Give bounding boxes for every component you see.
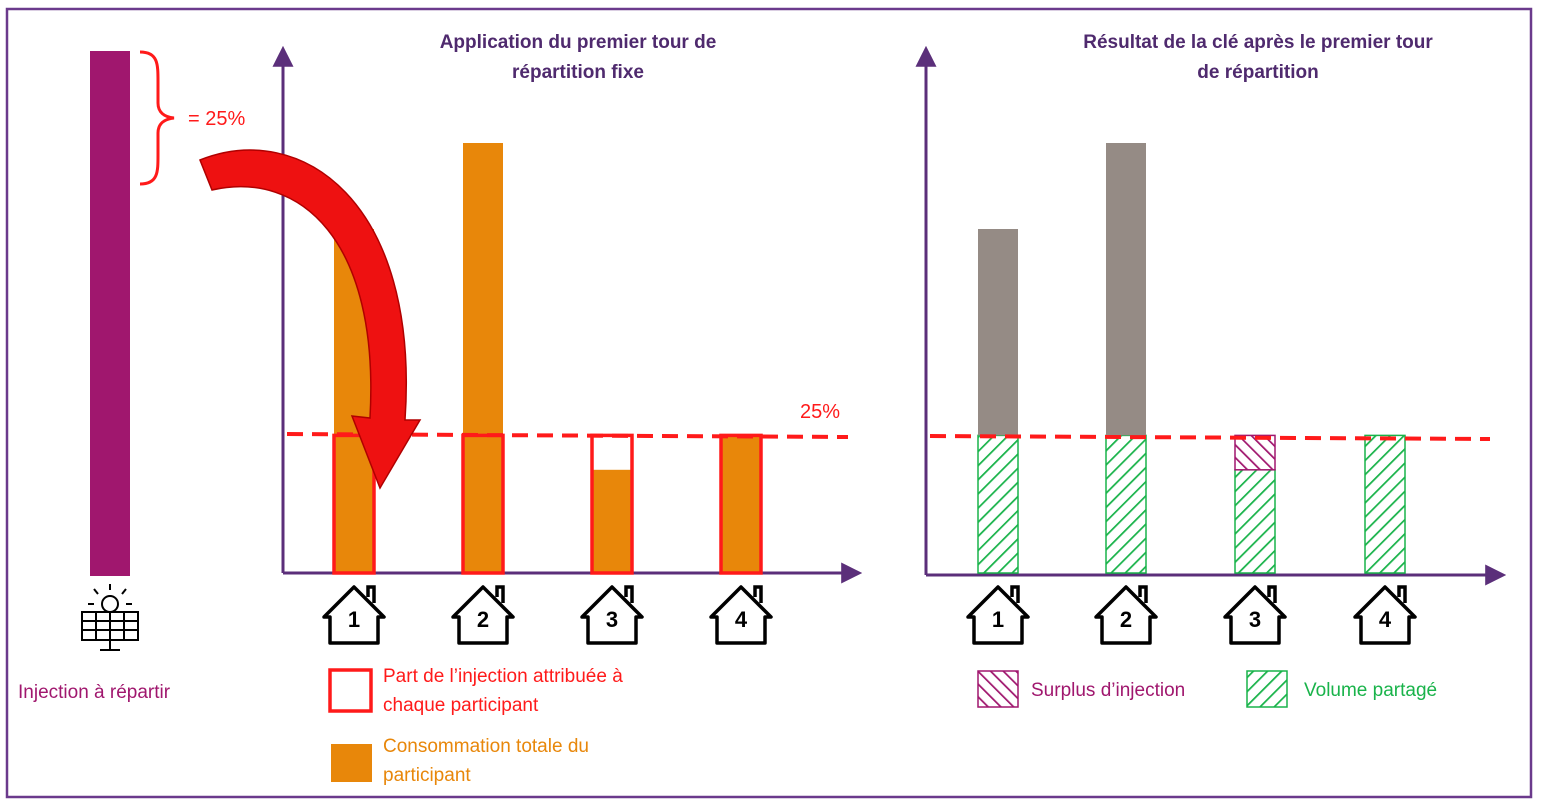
allocation-outline-2	[461, 433, 505, 575]
panel2-houses: 1 2 3 4	[966, 585, 1417, 645]
surplus-bar-3	[1234, 434, 1276, 471]
shared-volume-bar-1	[977, 434, 1019, 574]
legend-consumption-line2: participant	[383, 765, 471, 786]
house-number-3: 3	[1249, 607, 1261, 632]
panel1-title-line1: Application du premier tour de	[440, 32, 717, 53]
curved-arrow-icon	[199, 149, 422, 490]
house-number-4: 4	[735, 607, 748, 632]
legend-surplus-label: Surplus d’injection	[1031, 680, 1185, 701]
panel2-title-line2: de répartition	[1197, 62, 1318, 83]
brace-label: = 25%	[188, 108, 245, 130]
shared-volume-bar-4	[1364, 434, 1406, 574]
legend-allocation-line2: chaque participant	[383, 695, 539, 716]
injection-label: Injection à répartir	[18, 682, 171, 703]
allocation-outline-1	[332, 433, 376, 575]
consumption-bar-2	[463, 143, 503, 573]
brace-icon	[139, 50, 175, 186]
panel1-bars	[332, 143, 763, 575]
panel2-bars	[977, 143, 1406, 574]
solar-panel-icon	[81, 584, 139, 651]
legend-surplus-swatch	[977, 670, 1019, 708]
house-icon-3: 3	[580, 585, 644, 645]
panel1-title-line2: répartition fixe	[512, 62, 644, 83]
legend-shared-label: Volume partagé	[1304, 680, 1437, 701]
house-number-4: 4	[1379, 607, 1392, 632]
house-number-3: 3	[606, 607, 618, 632]
house-icon-2: 2	[1094, 585, 1158, 645]
shared-volume-bar-2	[1105, 434, 1147, 574]
frame-border	[5, 7, 1533, 799]
grey-bar-2	[1106, 143, 1146, 436]
legend-consumption-swatch	[331, 744, 372, 782]
house-number-2: 2	[477, 607, 489, 632]
house-icon-1: 1	[322, 585, 386, 645]
legend-shared-swatch	[1246, 670, 1288, 708]
house-icon-3: 3	[1223, 585, 1287, 645]
house-number-1: 1	[992, 607, 1004, 632]
panel1-threshold-line	[286, 432, 849, 439]
injection-bar	[90, 51, 130, 576]
house-icon-2: 2	[451, 585, 515, 645]
panel1-houses: 1 2 3 4	[322, 585, 773, 645]
panel1-threshold-label: 25%	[800, 401, 840, 423]
house-icon-1: 1	[966, 585, 1030, 645]
grey-bar-1	[978, 229, 1018, 436]
house-number-1: 1	[348, 607, 360, 632]
consumption-bar-4	[721, 435, 761, 573]
legend-consumption-line1: Consommation totale du	[383, 736, 589, 757]
house-icon-4: 4	[1353, 585, 1417, 645]
legend-allocation-line1: Part de l’injection attribuée à	[383, 666, 623, 687]
consumption-bar-3	[592, 469, 632, 573]
house-number-2: 2	[1120, 607, 1132, 632]
shared-volume-bar-3	[1234, 469, 1276, 574]
house-icon-4: 4	[709, 585, 773, 645]
legend-allocation-swatch	[328, 668, 373, 713]
panel2-title-line1: Résultat de la clé après le premier tour	[1083, 32, 1433, 53]
panel2-threshold-line	[929, 434, 1491, 441]
